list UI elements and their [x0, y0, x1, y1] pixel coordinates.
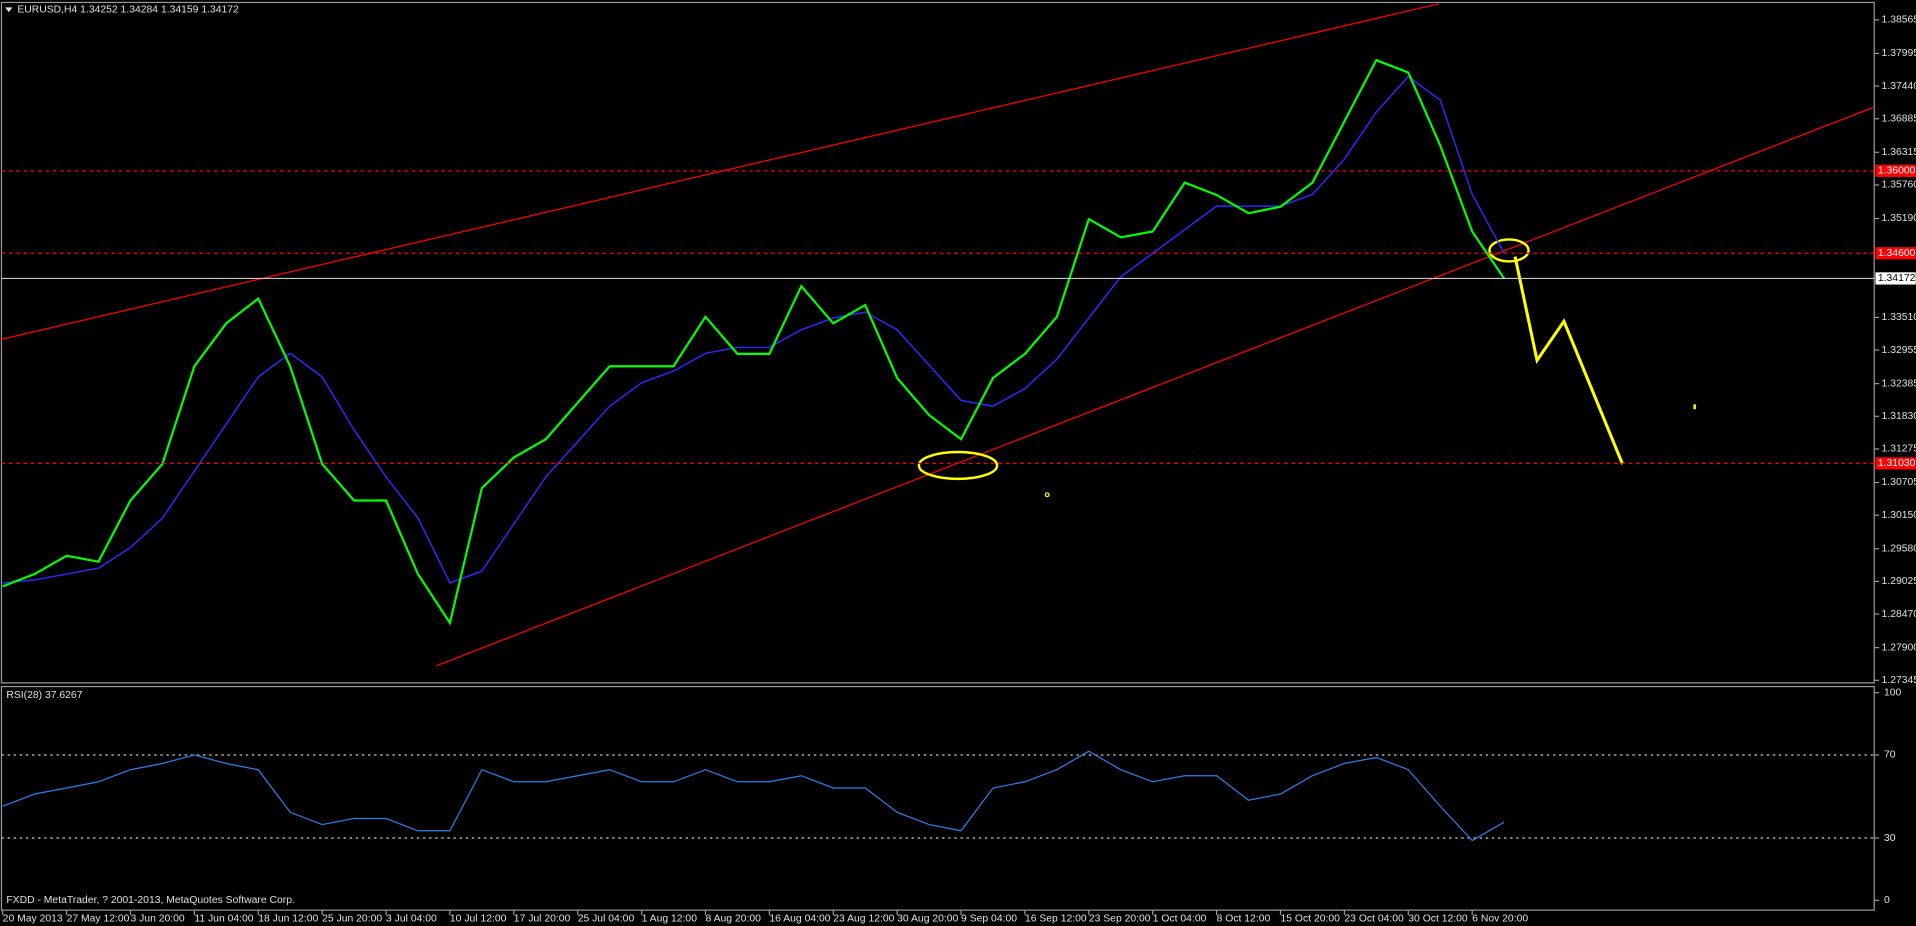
- x-tick-label: 23 Sep 20:00: [1089, 913, 1151, 924]
- trend-line: [436, 106, 1874, 667]
- rsi-line: [2, 750, 1505, 842]
- level-box: [1875, 164, 1916, 177]
- footer: FXDD - MetaTrader, ? 2001-2013, MetaQuot…: [6, 895, 295, 906]
- x-tick-label: 23 Aug 12:00: [833, 913, 894, 924]
- x-tick-label: 3 Jul 04:00: [386, 913, 437, 924]
- highlight-ellipse: [1488, 238, 1530, 263]
- menu-arrow[interactable]: [5, 7, 13, 13]
- y-tick-label: 1.37995: [1882, 48, 1916, 59]
- dot: [1044, 492, 1050, 498]
- level-box: [1875, 457, 1916, 470]
- y-tick-label: 1.29580: [1882, 543, 1916, 554]
- y-tick-label: 0: [1884, 895, 1890, 906]
- y-tick-label: 1.29025: [1882, 576, 1916, 587]
- y-tick-label: 1.32385: [1882, 378, 1916, 389]
- level-box: [1875, 247, 1916, 260]
- x-tick-label: 8 Oct 12:00: [1217, 913, 1271, 924]
- y-tick-label: 1.36315: [1882, 147, 1916, 158]
- trend-line: [0, 3, 1440, 341]
- x-tick-label: 27 May 12:00: [67, 913, 130, 924]
- y-tick-label: 1.33510: [1882, 312, 1916, 323]
- x-tick-label: 6 Nov 20:00: [1472, 913, 1528, 924]
- price-title: EURUSD,H4 1.34252 1.34284 1.34159 1.3417…: [17, 5, 239, 16]
- x-tick-label: 10 Jul 12:00: [450, 913, 507, 924]
- x-tick-label: 3 Jun 20:00: [130, 913, 184, 924]
- last-price-label: 1.34172: [1878, 273, 1916, 284]
- price-line: [2, 58, 1506, 626]
- plot-layer: 1.38565 1.37995 1.37440 1.36885 1.36315 1.357…: [1, 15, 1916, 924]
- level-label: 1.31030: [1878, 458, 1916, 469]
- y-tick-label: 1.30150: [1882, 510, 1916, 521]
- y-tick-label: 1.38565: [1882, 15, 1916, 26]
- x-tick-label: 30 Oct 12:00: [1408, 913, 1468, 924]
- x-tick-label: 16 Aug 04:00: [769, 913, 830, 924]
- y-tick-label: 1.35760: [1882, 180, 1916, 191]
- x-tick-label: 18 Jun 12:00: [258, 913, 318, 924]
- y-tick-label: 1.27345: [1882, 675, 1916, 686]
- x-tick-label: 9 Sep 04:00: [961, 913, 1017, 924]
- dot: [1693, 404, 1696, 410]
- x-tick-label: 23 Oct 04:00: [1344, 913, 1404, 924]
- x-tick-label: 25 Jul 04:00: [578, 913, 635, 924]
- y-tick-label: 1.36885: [1882, 113, 1916, 124]
- y-tick-label: 1.37440: [1882, 81, 1916, 92]
- x-tick-label: 15 Oct 20:00: [1281, 913, 1341, 924]
- y-tick-label: 1.31275: [1882, 444, 1916, 455]
- x-tick-label: 25 Jun 20:00: [322, 913, 382, 924]
- y-tick-label: 30: [1884, 833, 1896, 844]
- x-tick-label: 17 Jul 20:00: [514, 913, 571, 924]
- x-tick-label: 1 Aug 12:00: [642, 913, 698, 924]
- x-tick-label: 1 Oct 04:00: [1153, 913, 1207, 924]
- price-panel-frame: [0, 1, 1875, 684]
- x-tick-label: 8 Aug 20:00: [705, 913, 761, 924]
- x-tick-label: 20 May 2013: [3, 913, 63, 924]
- x-tick-label: 16 Sep 12:00: [1025, 913, 1087, 924]
- y-tick-label: 1.32955: [1882, 345, 1916, 356]
- level-label: 1.36000: [1878, 166, 1916, 177]
- rsi-panel-frame: [0, 685, 1875, 911]
- y-tick-label: 1.28470: [1882, 609, 1916, 620]
- highlight-ellipse: [917, 450, 999, 481]
- y-tick-label: 1.31830: [1882, 411, 1916, 422]
- level-label: 1.34600: [1878, 248, 1916, 259]
- y-tick-label: 1.30705: [1882, 477, 1916, 488]
- y-tick-label: 1.27900: [1882, 642, 1916, 653]
- last-price-box: [1875, 272, 1916, 285]
- y-tick-label: 70: [1884, 750, 1896, 761]
- y-tick-label: 100: [1884, 687, 1902, 698]
- projection-path: [1513, 256, 1624, 465]
- price-line: [2, 75, 1505, 584]
- rsi-title: RSI(28) 37.6267: [6, 690, 82, 701]
- x-tick-label: 11 Jun 04:00: [194, 913, 253, 924]
- y-tick-label: 1.35190: [1882, 213, 1916, 224]
- x-tick-label: 30 Aug 20:00: [897, 913, 958, 924]
